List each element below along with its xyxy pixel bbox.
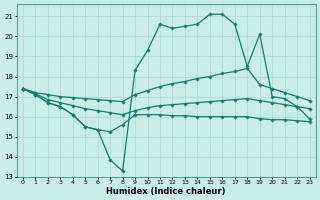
X-axis label: Humidex (Indice chaleur): Humidex (Indice chaleur) xyxy=(107,187,226,196)
